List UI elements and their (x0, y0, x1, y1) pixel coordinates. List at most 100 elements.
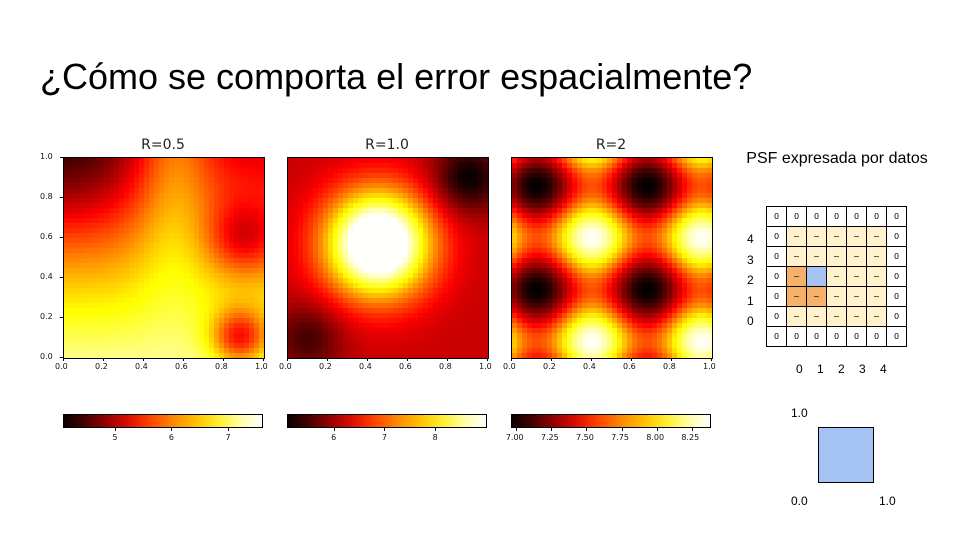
heatmap-cell (174, 283, 180, 289)
heatmap-cell (418, 283, 424, 289)
heatmap-cell (69, 333, 75, 339)
heatmap-cell (328, 303, 334, 309)
heatmap-cell (428, 193, 434, 199)
psf-cell: 0 (766, 286, 787, 307)
heatmap-cell (597, 238, 603, 244)
heatmap-cell (542, 353, 548, 358)
heatmap-cell (398, 233, 404, 239)
heatmap-cell (303, 213, 309, 219)
heatmap-cell (179, 213, 185, 219)
heatmap-cell (458, 338, 464, 344)
heatmap-cell (597, 183, 603, 189)
heatmap-cell (368, 348, 374, 354)
heatmap-cell (348, 188, 354, 194)
heatmap-cell (463, 238, 469, 244)
heatmap-cell (333, 283, 339, 289)
heatmap-cell (308, 263, 314, 269)
heatmap-cell (328, 343, 334, 349)
heatmap-cell (458, 283, 464, 289)
heatmap-cell (557, 243, 563, 249)
heatmap-cell (428, 173, 434, 179)
heatmap-cell (552, 333, 558, 339)
heatmap-cell (438, 238, 444, 244)
heatmap-cell (69, 248, 75, 254)
heatmap-cell (697, 323, 703, 329)
heatmap-cell (293, 188, 299, 194)
heatmap-cell (388, 193, 394, 199)
heatmap-cell (652, 183, 658, 189)
heatmap-cell (209, 213, 215, 219)
heatmap-cell (577, 313, 583, 319)
heatmap-cell (378, 253, 384, 259)
heatmap-cell (204, 248, 210, 254)
heatmap-cell (478, 198, 484, 204)
heatmap-cell (199, 198, 205, 204)
heatmap-cell (323, 333, 329, 339)
heatmap-cell (154, 253, 160, 259)
heatmap-cell (483, 273, 488, 279)
heatmap-cell (682, 213, 688, 219)
heatmap-cell (522, 203, 528, 209)
heatmap-cell (562, 183, 568, 189)
heatmap-cell (338, 263, 344, 269)
heatmap-cell (438, 308, 444, 314)
heatmap-cell (169, 338, 175, 344)
heatmap-cell (174, 173, 180, 179)
heatmap-cell (293, 183, 299, 189)
heatmap-cell (134, 308, 140, 314)
heatmap-cell (677, 173, 683, 179)
heatmap-cell (174, 288, 180, 294)
heatmap-cell (84, 293, 90, 299)
heatmap-cell (99, 353, 105, 358)
heatmap-cell (343, 168, 349, 174)
heatmap-cell (642, 223, 648, 229)
heatmap-cell (592, 333, 598, 339)
psf-cell: 0 (766, 206, 787, 227)
heatmap-cell (199, 303, 205, 309)
heatmap-cell (557, 178, 563, 184)
heatmap-cell (288, 283, 294, 289)
y-tick-label: 0.0 (40, 352, 53, 361)
heatmap-cell (194, 238, 200, 244)
heatmap-cell (592, 193, 598, 199)
heatmap-cell (199, 308, 205, 314)
heatmap-cell (109, 343, 115, 349)
heatmap-cell (662, 238, 668, 244)
heatmap-cell (478, 193, 484, 199)
heatmap-cell (149, 313, 155, 319)
heatmap-cell (244, 193, 250, 199)
heatmap-cell (647, 248, 653, 254)
heatmap-cell (537, 208, 543, 214)
heatmap-cell (597, 283, 603, 289)
heatmap-cell (468, 248, 474, 254)
heatmap-cell (393, 298, 399, 304)
heatmap-cell (522, 208, 528, 214)
heatmap-cell (129, 168, 135, 174)
heatmap-cell (657, 293, 663, 299)
heatmap-cell (229, 348, 235, 354)
heatmap-cell (204, 233, 210, 239)
heatmap-cell (328, 328, 334, 334)
heatmap-cell (139, 298, 145, 304)
heatmap-cell (577, 223, 583, 229)
heatmap-cell (89, 188, 95, 194)
heatmap-cell (239, 238, 245, 244)
heatmap-cell (254, 328, 260, 334)
heatmap-cell (174, 273, 180, 279)
heatmap-cell (702, 248, 708, 254)
heatmap-cell (239, 188, 245, 194)
heatmap-cell (358, 258, 364, 264)
heatmap-cell (249, 198, 255, 204)
heatmap-cell (343, 268, 349, 274)
heatmap-cell (527, 283, 533, 289)
psf-cell: ~ (826, 286, 847, 307)
heatmap-cell (672, 223, 678, 229)
heatmap-cell (164, 278, 170, 284)
heatmap-cell (473, 318, 479, 324)
heatmap-cell (64, 243, 70, 249)
heatmap-cell (368, 178, 374, 184)
heatmap-cell (403, 268, 409, 274)
heatmap-cell (89, 253, 95, 259)
heatmap-cell (468, 163, 474, 169)
heatmap-cell (702, 208, 708, 214)
